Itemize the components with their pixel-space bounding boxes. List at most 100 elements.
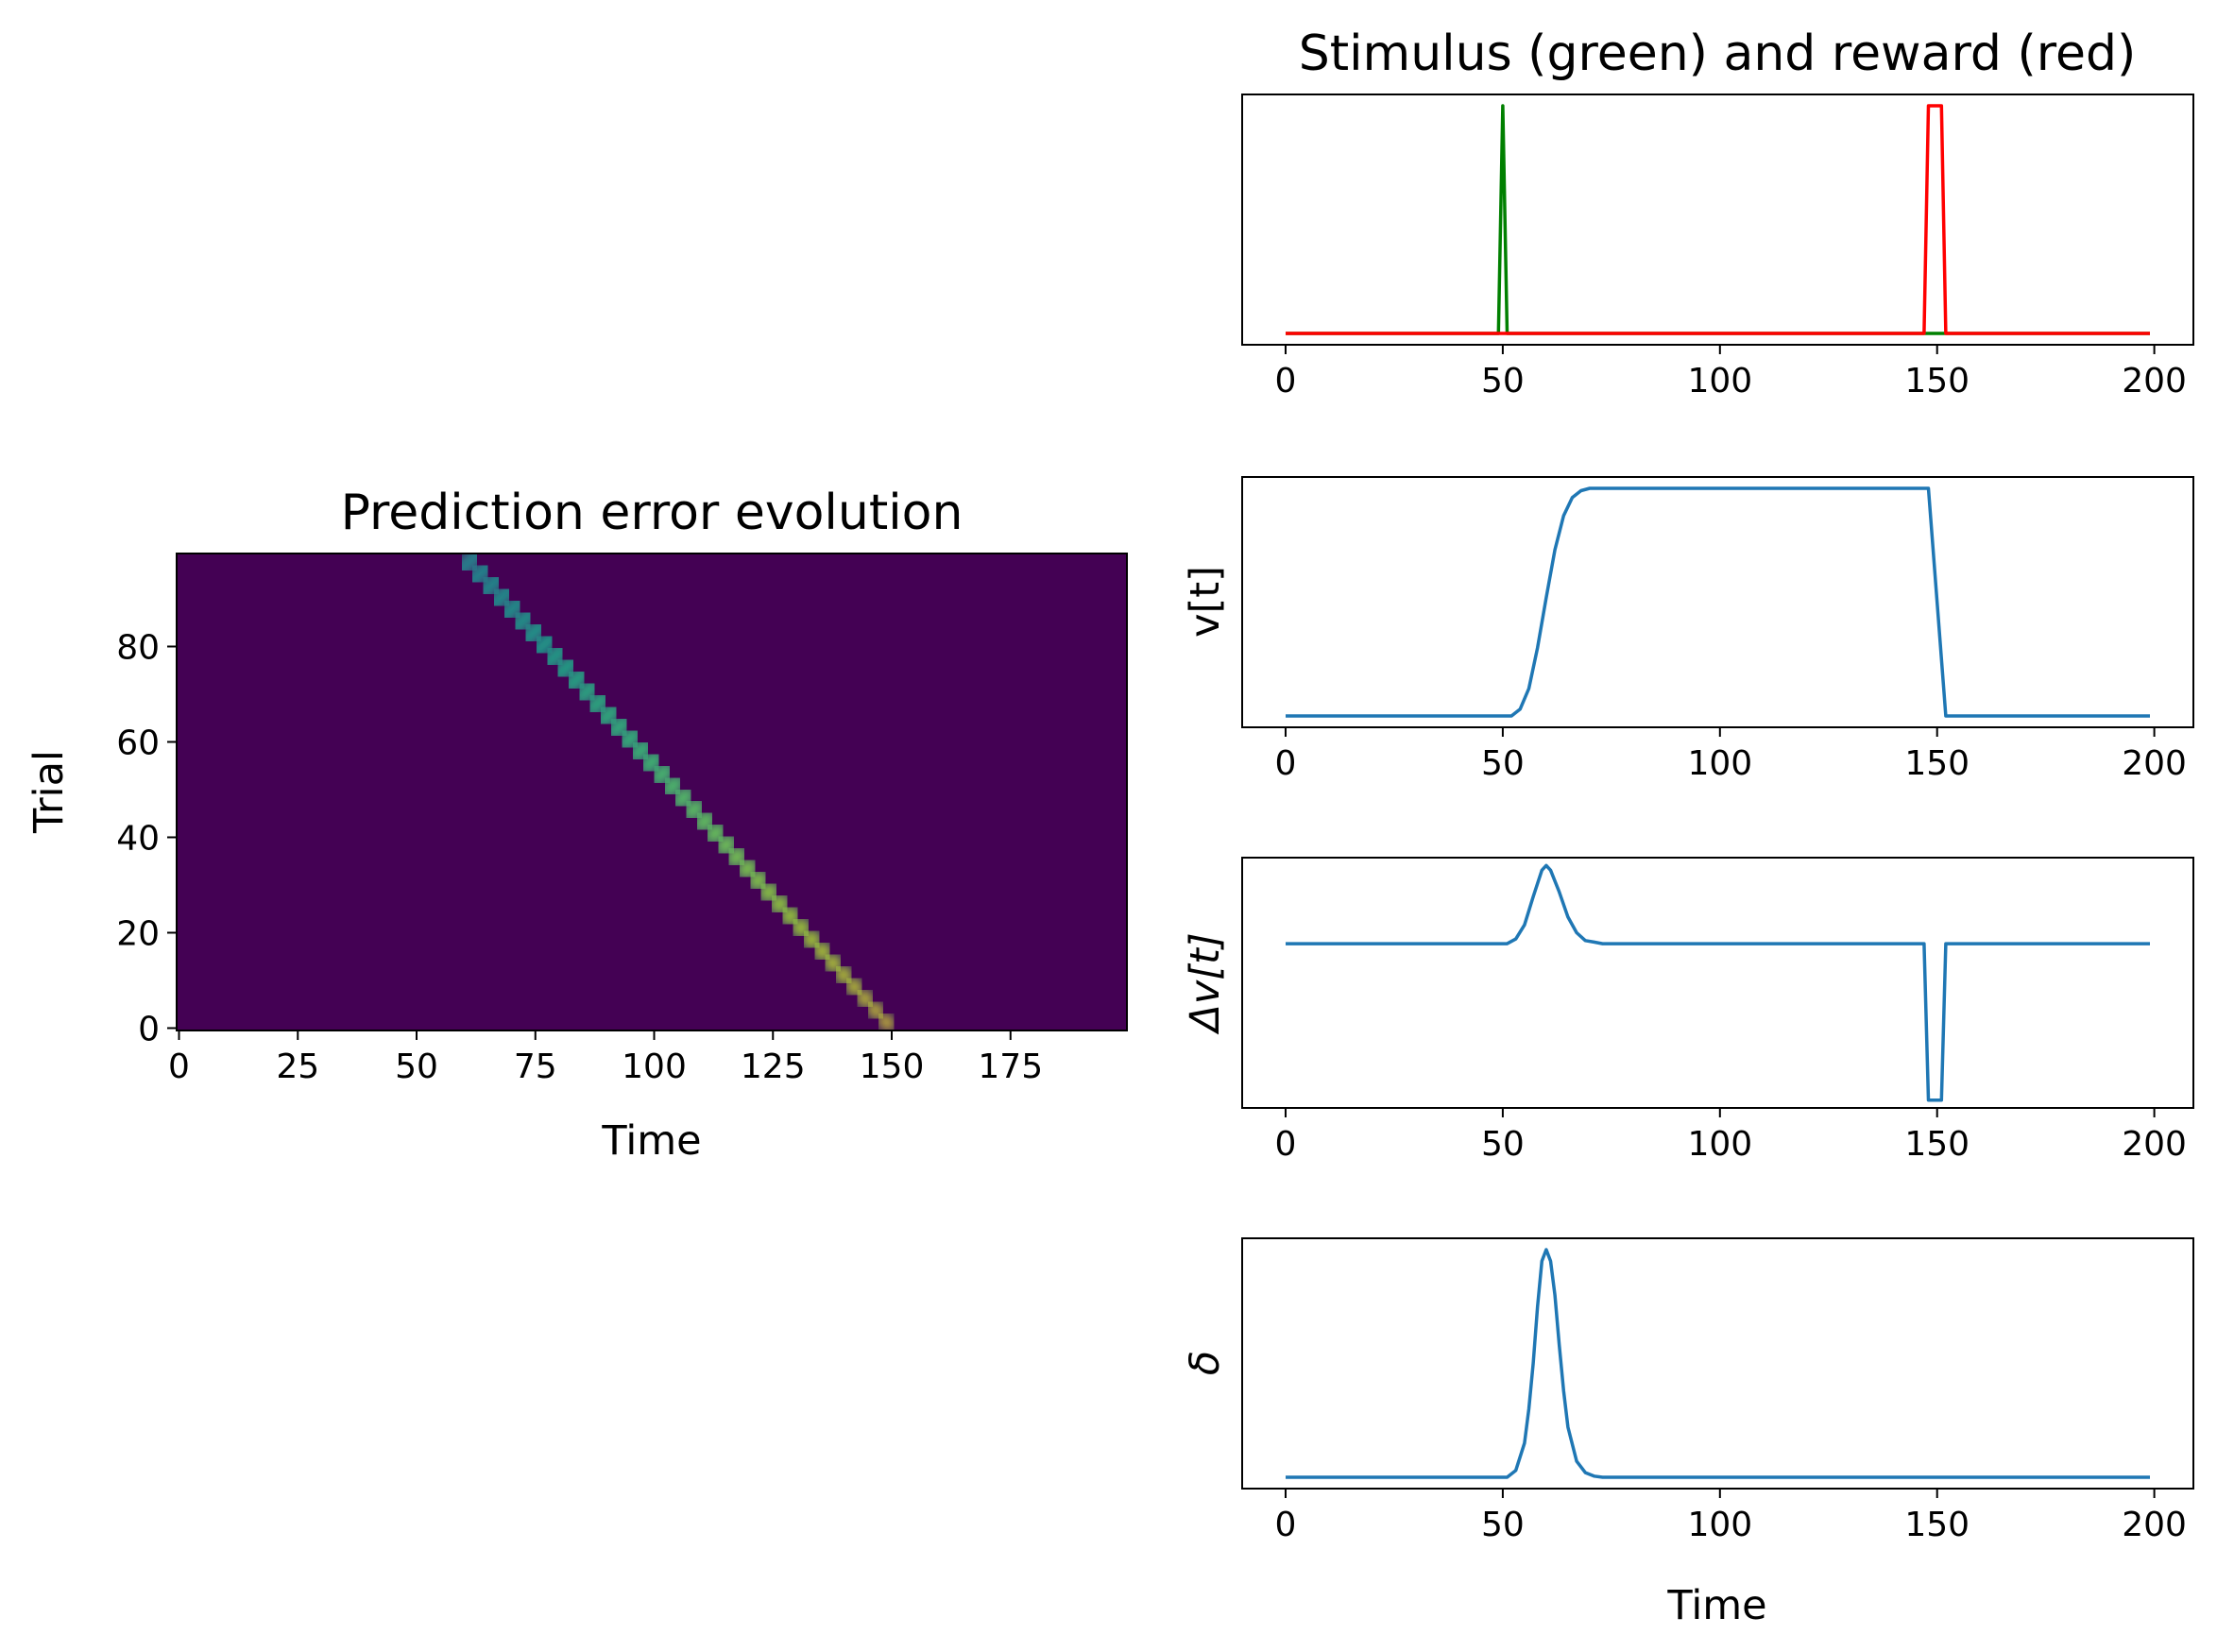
heatmap-x-ticks: 0 25 50 75 100 125 150 175 bbox=[168, 1030, 1043, 1086]
heatmap-ridge-core bbox=[471, 567, 510, 604]
heatmap-ridge-core bbox=[548, 651, 583, 685]
value-x-tick-label: 150 bbox=[1904, 744, 1970, 783]
heatmap-ridge-core bbox=[461, 554, 500, 592]
heatmap-y-tick-label: 20 bbox=[116, 914, 160, 953]
delta-lines bbox=[1286, 1248, 2150, 1479]
heatmap-ridge-core bbox=[800, 928, 823, 951]
heatmap-ridge-core bbox=[735, 856, 760, 881]
delta-x-tick-label: 200 bbox=[2122, 1506, 2187, 1544]
delta-value-frame bbox=[1241, 857, 2194, 1109]
value-y-label: v[t] bbox=[1182, 566, 1229, 638]
stimulus-reward-x-tick-label: 200 bbox=[2122, 362, 2187, 400]
heatmap-ridge-core bbox=[822, 952, 844, 974]
heatmap-y-ticks: 0 20 40 60 80 bbox=[116, 628, 177, 1048]
value-lines bbox=[1286, 486, 2150, 718]
heatmap-ridge-core bbox=[483, 579, 520, 616]
heatmap-ridge-core bbox=[571, 675, 604, 708]
delta-x-tick-label: 100 bbox=[1687, 1506, 1752, 1544]
stimulus-reward-x-tick-label: 150 bbox=[1904, 362, 1970, 400]
delta-value-y-label: Δv[t] bbox=[1182, 932, 1229, 1034]
heatmap-x-tick-label: 125 bbox=[741, 1047, 806, 1086]
heatmap-ridge-core bbox=[790, 916, 812, 940]
heatmap-ridge-core bbox=[767, 892, 792, 916]
heatmap-title: Prediction error evolution bbox=[341, 485, 964, 541]
delta-value-x-ticks: 0 50 100 150 200 bbox=[1275, 1108, 2187, 1164]
delta-value-x-tick-label: 50 bbox=[1481, 1125, 1525, 1164]
heatmap-x-tick-label: 150 bbox=[860, 1047, 925, 1086]
heatmap-ridge-layer bbox=[434, 554, 898, 1030]
stimulus-reward-series-line-0 bbox=[1286, 104, 2150, 335]
heatmap-ridge-core bbox=[680, 795, 708, 824]
heatmap-ridge-core bbox=[657, 772, 688, 801]
heatmap-panel: 0 25 50 75 100 125 150 175 0 20 40 60 80 Prediction… bbox=[26, 485, 1128, 1165]
delta-x-tick-label: 150 bbox=[1904, 1506, 1970, 1544]
heatmap-ridge-core bbox=[757, 880, 781, 905]
heatmap-ridge-core bbox=[537, 639, 572, 673]
heatmap-y-label: Trial bbox=[26, 750, 73, 834]
heatmap-x-tick-label: 50 bbox=[395, 1047, 438, 1086]
delta-x-tick-label: 50 bbox=[1481, 1506, 1525, 1544]
heatmap-ridge-core bbox=[724, 843, 750, 870]
delta-value-x-tick-label: 0 bbox=[1275, 1125, 1297, 1164]
heatmap-ridge-core bbox=[526, 627, 562, 662]
value-series-line-0 bbox=[1286, 486, 2150, 718]
value-x-ticks: 0 50 100 150 200 bbox=[1275, 727, 2187, 783]
delta-series-line-0 bbox=[1286, 1248, 2150, 1479]
heatmap-ridge-core bbox=[614, 724, 645, 755]
heatmap-x-label: Time bbox=[601, 1117, 701, 1165]
heatmap-x-tick-label: 175 bbox=[978, 1047, 1043, 1086]
value-x-tick-label: 200 bbox=[2122, 744, 2187, 783]
heatmap-y-tick-label: 40 bbox=[116, 819, 160, 858]
heatmap-y-tick-label: 80 bbox=[116, 628, 160, 667]
heatmap-y-tick-label: 60 bbox=[116, 724, 160, 762]
stimulus-reward-series-line-1 bbox=[1286, 104, 2150, 335]
heatmap-ridge-core bbox=[877, 1013, 895, 1030]
stimulus-reward-frame bbox=[1241, 94, 2194, 346]
heatmap-ridge-core bbox=[833, 964, 854, 986]
heatmap-ridge-core bbox=[559, 663, 593, 696]
heatmap-ridge-core bbox=[625, 736, 657, 766]
heatmap-ridge-core bbox=[855, 988, 875, 1009]
heatmap-ridge-core bbox=[647, 759, 677, 789]
stimulus-reward-x-tick-label: 0 bbox=[1275, 362, 1297, 400]
heatmap-ridge-core bbox=[778, 904, 802, 928]
delta-x-label: Time bbox=[1666, 1582, 1766, 1629]
heatmap-ridge-core bbox=[504, 603, 541, 639]
delta-panel: 0 50 100 150 200 δ Time bbox=[1182, 1237, 2194, 1629]
heatmap-ridge-core bbox=[691, 808, 719, 835]
heatmap-ridge-core bbox=[516, 615, 552, 650]
heatmap-ridge-core bbox=[702, 820, 729, 847]
delta-value-lines bbox=[1286, 863, 2150, 1102]
heatmap-ridge-core bbox=[603, 711, 635, 742]
delta-y-label: δ bbox=[1182, 1351, 1229, 1375]
delta-frame bbox=[1241, 1237, 2194, 1490]
stimulus-reward-x-tick-label: 100 bbox=[1687, 362, 1752, 400]
heatmap-y-tick-label: 0 bbox=[138, 1010, 160, 1048]
value-frame bbox=[1241, 476, 2194, 728]
value-x-tick-label: 50 bbox=[1481, 744, 1525, 783]
delta-value-x-tick-label: 100 bbox=[1687, 1125, 1752, 1164]
delta-value-x-tick-label: 200 bbox=[2122, 1125, 2187, 1164]
heatmap-ridge-core bbox=[712, 832, 740, 859]
heatmap-x-tick-label: 100 bbox=[622, 1047, 687, 1086]
heatmap-ridge-core bbox=[592, 699, 624, 731]
heatmap-ridge-core bbox=[745, 868, 771, 894]
delta-value-panel: 0 50 100 150 200 Δv[t] bbox=[1182, 857, 2194, 1164]
value-x-tick-label: 100 bbox=[1687, 744, 1752, 783]
stimulus-reward-x-ticks: 0 50 100 150 200 bbox=[1275, 345, 2187, 400]
delta-x-tick-label: 0 bbox=[1275, 1506, 1297, 1544]
stimulus-reward-lines bbox=[1286, 104, 2150, 335]
heatmap-x-tick-label: 0 bbox=[168, 1047, 190, 1086]
heatmap-ridge-core bbox=[636, 747, 667, 777]
heatmap-frame bbox=[176, 553, 1128, 1031]
delta-x-ticks: 0 50 100 150 200 bbox=[1275, 1489, 2187, 1544]
heatmap-ridge-core bbox=[866, 1000, 885, 1020]
delta-value-x-tick-label: 150 bbox=[1904, 1125, 1970, 1164]
value-x-tick-label: 0 bbox=[1275, 744, 1297, 783]
stimulus-reward-x-tick-label: 50 bbox=[1481, 362, 1525, 400]
heatmap-ridge-core bbox=[493, 591, 531, 627]
stimulus-reward-title: Stimulus (green) and reward (red) bbox=[1299, 26, 2137, 82]
stimulus-reward-panel: 0 50 100 150 200 Stimulus (green) and reward… bbox=[1241, 26, 2194, 400]
heatmap-ridge-core bbox=[811, 940, 833, 962]
